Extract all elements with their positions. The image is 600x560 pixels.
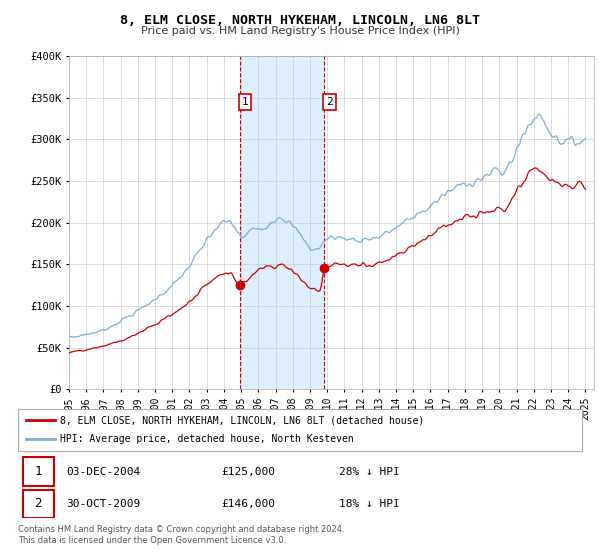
Text: £125,000: £125,000: [221, 466, 275, 477]
Text: £146,000: £146,000: [221, 499, 275, 509]
Text: 2: 2: [34, 497, 42, 510]
Text: 28% ↓ HPI: 28% ↓ HPI: [340, 466, 400, 477]
Text: 8, ELM CLOSE, NORTH HYKEHAM, LINCOLN, LN6 8LT (detached house): 8, ELM CLOSE, NORTH HYKEHAM, LINCOLN, LN…: [60, 415, 425, 425]
FancyBboxPatch shape: [23, 489, 53, 518]
FancyBboxPatch shape: [23, 458, 53, 486]
Text: 1: 1: [34, 465, 42, 478]
FancyBboxPatch shape: [18, 409, 582, 451]
Text: Contains HM Land Registry data © Crown copyright and database right 2024.
This d: Contains HM Land Registry data © Crown c…: [18, 525, 344, 545]
Text: 18% ↓ HPI: 18% ↓ HPI: [340, 499, 400, 509]
Text: 8, ELM CLOSE, NORTH HYKEHAM, LINCOLN, LN6 8LT: 8, ELM CLOSE, NORTH HYKEHAM, LINCOLN, LN…: [120, 13, 480, 27]
Text: 30-OCT-2009: 30-OCT-2009: [66, 499, 140, 509]
Text: Price paid vs. HM Land Registry's House Price Index (HPI): Price paid vs. HM Land Registry's House …: [140, 26, 460, 36]
Text: HPI: Average price, detached house, North Kesteven: HPI: Average price, detached house, Nort…: [60, 435, 354, 445]
Text: 1: 1: [242, 97, 248, 107]
Bar: [240, 56, 324, 389]
Text: 03-DEC-2004: 03-DEC-2004: [66, 466, 140, 477]
Text: 2: 2: [326, 97, 333, 107]
